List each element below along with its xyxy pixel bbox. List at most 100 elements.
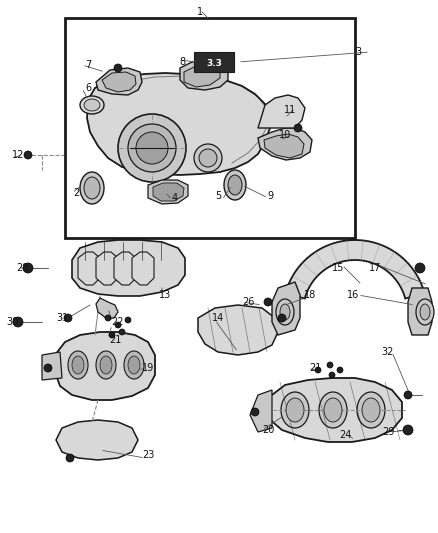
Polygon shape: [55, 332, 155, 400]
Circle shape: [114, 64, 122, 72]
Circle shape: [24, 151, 32, 159]
Text: 22: 22: [112, 317, 124, 327]
Ellipse shape: [68, 351, 88, 379]
Text: 7: 7: [85, 60, 91, 70]
Circle shape: [125, 317, 131, 323]
Polygon shape: [102, 72, 136, 92]
Circle shape: [13, 317, 23, 327]
Text: 19: 19: [142, 363, 154, 373]
Circle shape: [278, 314, 286, 322]
Ellipse shape: [286, 398, 304, 422]
Text: 12: 12: [12, 150, 24, 160]
Polygon shape: [286, 240, 424, 298]
Text: 20: 20: [262, 425, 274, 435]
Text: 9: 9: [267, 191, 273, 201]
Circle shape: [64, 314, 72, 322]
Text: 24: 24: [339, 430, 351, 440]
Ellipse shape: [276, 299, 294, 325]
Polygon shape: [148, 180, 188, 204]
Circle shape: [415, 263, 425, 273]
FancyBboxPatch shape: [194, 52, 234, 72]
Circle shape: [199, 149, 217, 167]
Text: 4: 4: [172, 193, 178, 203]
Circle shape: [118, 114, 186, 182]
Ellipse shape: [84, 177, 100, 199]
Text: 14: 14: [212, 313, 224, 323]
Text: 32: 32: [382, 347, 394, 357]
Ellipse shape: [80, 96, 104, 114]
Ellipse shape: [324, 398, 342, 422]
Circle shape: [315, 367, 321, 373]
Text: 31: 31: [56, 313, 68, 323]
Text: 10: 10: [279, 130, 291, 140]
Circle shape: [251, 408, 259, 416]
Text: 29: 29: [382, 427, 394, 437]
Ellipse shape: [80, 172, 104, 204]
Text: 28: 28: [16, 263, 28, 273]
Polygon shape: [132, 252, 154, 285]
Polygon shape: [258, 128, 312, 160]
Polygon shape: [42, 352, 62, 380]
Polygon shape: [78, 252, 100, 285]
Circle shape: [66, 454, 74, 462]
Ellipse shape: [72, 356, 84, 374]
Ellipse shape: [319, 392, 347, 428]
Polygon shape: [96, 252, 118, 285]
Polygon shape: [96, 298, 118, 318]
Text: 15: 15: [332, 263, 344, 273]
Polygon shape: [198, 305, 278, 355]
Polygon shape: [268, 378, 402, 442]
Circle shape: [194, 144, 222, 172]
Text: 21: 21: [109, 335, 121, 345]
Circle shape: [44, 364, 52, 372]
Circle shape: [119, 329, 125, 335]
Polygon shape: [258, 95, 305, 128]
Circle shape: [327, 362, 333, 368]
Polygon shape: [408, 288, 432, 335]
Circle shape: [403, 425, 413, 435]
Text: 30: 30: [6, 317, 18, 327]
Circle shape: [128, 124, 176, 172]
Circle shape: [115, 322, 121, 328]
Text: 3.3: 3.3: [206, 59, 222, 68]
Circle shape: [23, 263, 33, 273]
Polygon shape: [272, 282, 300, 335]
Ellipse shape: [84, 99, 100, 111]
Polygon shape: [56, 420, 138, 460]
Circle shape: [105, 315, 111, 321]
Text: 8: 8: [179, 57, 185, 67]
Text: 13: 13: [159, 290, 171, 300]
Polygon shape: [87, 73, 270, 175]
Ellipse shape: [224, 170, 246, 200]
Ellipse shape: [420, 304, 430, 320]
Text: 16: 16: [347, 290, 359, 300]
Circle shape: [264, 298, 272, 306]
Text: 17: 17: [369, 263, 381, 273]
Circle shape: [136, 132, 168, 164]
Polygon shape: [96, 68, 142, 95]
Polygon shape: [180, 60, 228, 90]
Text: 5: 5: [215, 191, 221, 201]
Circle shape: [329, 372, 335, 378]
Text: 6: 6: [85, 83, 91, 93]
Ellipse shape: [281, 392, 309, 428]
Ellipse shape: [280, 304, 290, 320]
Polygon shape: [114, 252, 136, 285]
Circle shape: [404, 391, 412, 399]
Ellipse shape: [228, 175, 242, 195]
Ellipse shape: [100, 356, 112, 374]
Text: 3: 3: [355, 47, 361, 57]
Text: 1: 1: [197, 7, 203, 17]
Polygon shape: [72, 240, 185, 296]
Polygon shape: [153, 183, 184, 201]
Circle shape: [294, 124, 302, 132]
Ellipse shape: [362, 398, 380, 422]
Text: 21: 21: [309, 363, 321, 373]
Text: 11: 11: [284, 105, 296, 115]
Text: 23: 23: [142, 450, 154, 460]
Text: 18: 18: [304, 290, 316, 300]
Polygon shape: [184, 65, 220, 87]
Circle shape: [337, 367, 343, 373]
Polygon shape: [250, 390, 272, 432]
Ellipse shape: [416, 299, 434, 325]
